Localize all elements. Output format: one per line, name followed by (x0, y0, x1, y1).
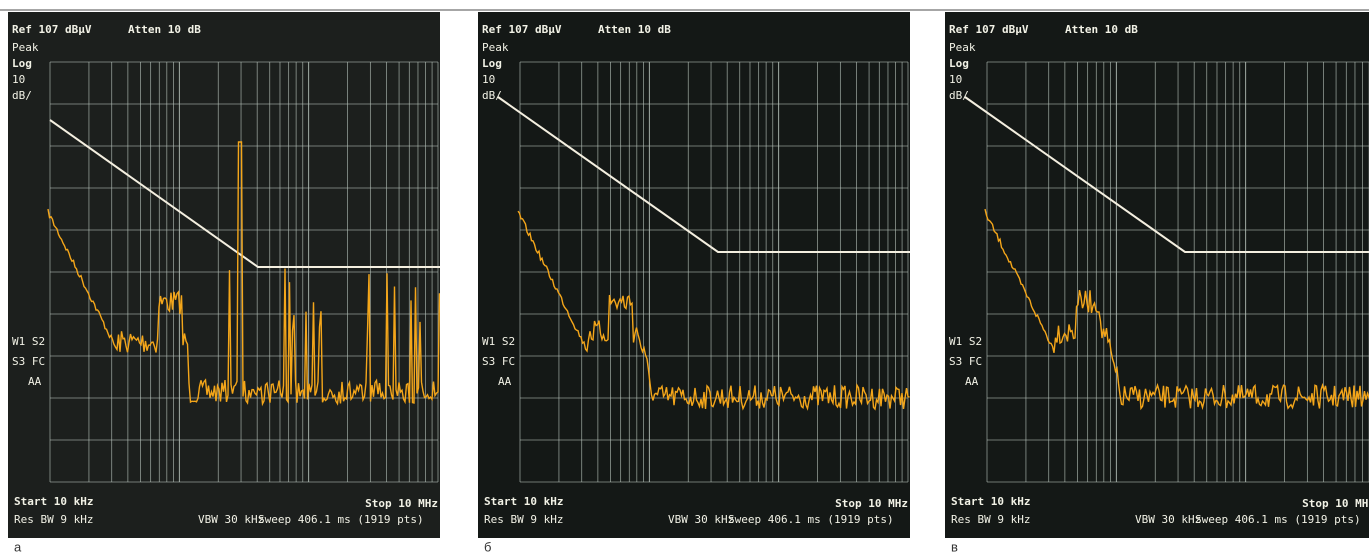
screen-label: Start 10 kHz (484, 495, 563, 508)
screen-label: Sweep 406.1 ms (1919 pts) (728, 513, 894, 526)
screen-label: Res BW 9 kHz (14, 513, 93, 526)
screen-label: Start 10 kHz (951, 495, 1030, 508)
analyzer-screen: Ref 107 dBµV Atten 10 dB Peak Log 10 dB/W1 S2… (478, 12, 910, 538)
screen-label: AA (28, 375, 42, 388)
screen-label: Res BW 9 kHz (484, 513, 563, 526)
screen-label: Ref 107 dBµV (12, 23, 92, 36)
screen-label: dB/ (12, 89, 32, 102)
screen-label: Sweep 406.1 ms (1919 pts) (1195, 513, 1361, 526)
screen-label: Res BW 9 kHz (951, 513, 1030, 526)
screen-label: Peak (949, 41, 976, 54)
screen-label: W1 S2 (482, 335, 515, 348)
screen-label: 10 (12, 73, 25, 86)
screen-bg (945, 12, 1369, 538)
screen-label: 10 (482, 73, 495, 86)
screen-label: S3 FC (12, 355, 45, 368)
screen-bg (478, 12, 910, 538)
figure: Ref 107 dBµV Atten 10 dB Peak Log 10 dB/W1 S2… (0, 0, 1369, 559)
screen-label: Atten 10 dB (128, 23, 201, 36)
screen-label: Log (482, 57, 502, 70)
screen-label: Peak (12, 41, 39, 54)
screen-label: Ref 107 dBµV (949, 23, 1029, 36)
screen-label: VBW 30 kHz (1135, 513, 1201, 526)
screen-label: VBW 30 kHz (198, 513, 264, 526)
screen-label: Atten 10 dB (1065, 23, 1138, 36)
screen-label: Stop 10 MHz (365, 497, 438, 510)
screen-label: Stop 10 MHz (1302, 497, 1369, 510)
screen-label: dB/ (949, 89, 969, 102)
screen-label: S3 FC (482, 355, 515, 368)
screen-label: AA (965, 375, 979, 388)
screen-label: VBW 30 kHz (668, 513, 734, 526)
screen-label: S3 FC (949, 355, 982, 368)
screen-bg (8, 12, 440, 538)
screen-label: W1 S2 (12, 335, 45, 348)
panel-caption: а (14, 539, 22, 554)
screen-label: Atten 10 dB (598, 23, 671, 36)
analyzer-screen: Ref 107 dBµV Atten 10 dB Peak Log 10 dB/W1 S2… (945, 12, 1369, 538)
screen-label: Sweep 406.1 ms (1919 pts) (258, 513, 424, 526)
screen-label: 10 (949, 73, 962, 86)
screen-label: Log (949, 57, 969, 70)
screen-label: AA (498, 375, 512, 388)
screen-label: Peak (482, 41, 509, 54)
screen-label: dB/ (482, 89, 502, 102)
screen-label: Ref 107 dBµV (482, 23, 562, 36)
analyzer-screen: Ref 107 dBµV Atten 10 dB Peak Log 10 dB/W1 S2… (8, 12, 440, 538)
panel-caption: б (484, 539, 491, 554)
screen-label: Start 10 kHz (14, 495, 93, 508)
screen-label: W1 S2 (949, 335, 982, 348)
screen-label: Log (12, 57, 32, 70)
screen-label: Stop 10 MHz (835, 497, 908, 510)
panel-caption: в (951, 539, 958, 554)
